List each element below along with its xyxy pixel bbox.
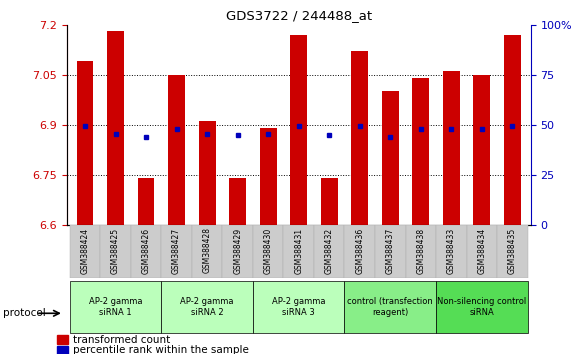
Bar (443, 72, 460, 225)
Bar (57, 335, 68, 344)
Bar (137, 178, 154, 225)
Text: GSM388436: GSM388436 (356, 227, 364, 274)
Bar (375, 225, 405, 278)
Text: GSM388430: GSM388430 (264, 227, 273, 274)
Bar (131, 225, 161, 278)
Bar (314, 225, 345, 278)
Bar (497, 225, 528, 278)
Bar (345, 281, 436, 333)
Text: GSM388428: GSM388428 (202, 227, 212, 273)
Bar (345, 225, 375, 278)
Bar (382, 91, 398, 225)
Text: AP-2 gamma
siRNA 2: AP-2 gamma siRNA 2 (180, 297, 234, 317)
Bar (412, 78, 429, 225)
Bar (291, 35, 307, 225)
Bar (70, 281, 161, 333)
Bar (107, 32, 124, 225)
Bar (405, 225, 436, 278)
Text: percentile rank within the sample: percentile rank within the sample (73, 345, 249, 354)
Text: GSM388427: GSM388427 (172, 227, 181, 274)
Bar (284, 225, 314, 278)
Text: GSM388426: GSM388426 (142, 227, 151, 274)
Text: GSM388431: GSM388431 (294, 227, 303, 274)
Bar (161, 225, 192, 278)
Text: AP-2 gamma
siRNA 1: AP-2 gamma siRNA 1 (89, 297, 142, 317)
Bar (77, 62, 93, 225)
Bar (466, 225, 497, 278)
Bar (168, 75, 185, 225)
Bar (253, 225, 284, 278)
Text: GSM388437: GSM388437 (386, 227, 395, 274)
Text: GSM388434: GSM388434 (477, 227, 487, 274)
Text: GSM388425: GSM388425 (111, 227, 120, 274)
Bar (100, 225, 131, 278)
Text: AP-2 gamma
siRNA 3: AP-2 gamma siRNA 3 (272, 297, 325, 317)
Bar (57, 346, 68, 354)
Bar (253, 281, 345, 333)
Bar (260, 128, 277, 225)
Text: GSM388424: GSM388424 (81, 227, 89, 274)
Text: protocol: protocol (3, 308, 46, 318)
Bar (192, 225, 222, 278)
Bar (351, 51, 368, 225)
Text: transformed count: transformed count (73, 335, 171, 344)
Title: GDS3722 / 244488_at: GDS3722 / 244488_at (226, 9, 372, 22)
Bar (222, 225, 253, 278)
Bar (436, 225, 466, 278)
Text: GSM388438: GSM388438 (416, 227, 425, 274)
Text: Non-silencing control
siRNA: Non-silencing control siRNA (437, 297, 527, 317)
Text: GSM388432: GSM388432 (325, 227, 333, 274)
Text: control (transfection
reagent): control (transfection reagent) (347, 297, 433, 317)
Bar (161, 281, 253, 333)
Bar (229, 178, 246, 225)
Bar (321, 178, 338, 225)
Text: GSM388429: GSM388429 (233, 227, 242, 274)
Text: GSM388435: GSM388435 (508, 227, 517, 274)
Bar (436, 281, 528, 333)
Text: GSM388433: GSM388433 (447, 227, 456, 274)
Bar (504, 35, 521, 225)
Bar (70, 225, 100, 278)
Bar (473, 75, 490, 225)
Bar (199, 121, 216, 225)
